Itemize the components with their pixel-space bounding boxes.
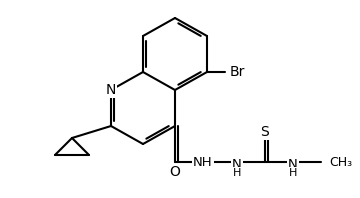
Text: CH₃: CH₃ (329, 155, 352, 168)
Text: Br: Br (229, 65, 245, 79)
Text: S: S (261, 125, 269, 139)
Text: N: N (232, 157, 242, 170)
Text: N: N (288, 157, 298, 170)
Text: O: O (170, 165, 180, 179)
Text: H: H (289, 168, 297, 178)
Text: H: H (233, 168, 241, 178)
Text: N: N (106, 83, 116, 97)
Text: NH: NH (193, 155, 213, 168)
